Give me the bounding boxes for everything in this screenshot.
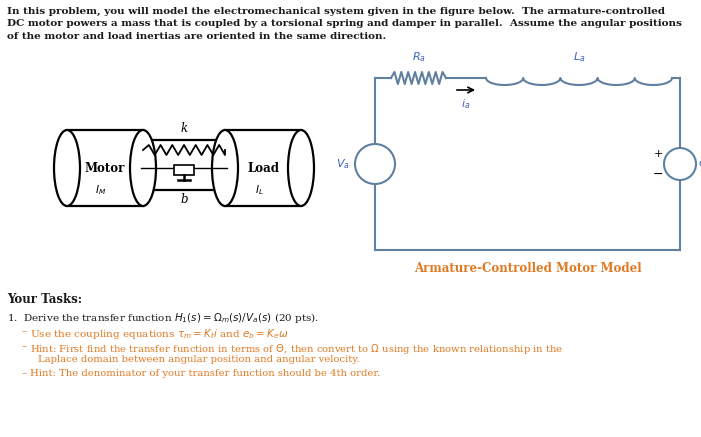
Text: In this problem, you will model the electromechanical system given in the figure: In this problem, you will model the elec… <box>7 7 665 16</box>
Circle shape <box>664 148 696 180</box>
Text: Load: Load <box>247 162 279 174</box>
Text: Laplace domain between angular position and angular velocity.: Laplace domain between angular position … <box>38 355 360 364</box>
Text: $L_a$: $L_a$ <box>573 50 585 64</box>
Text: k: k <box>180 122 188 135</box>
Text: Hint: First find the transfer function in terms of $\Theta$, then convert to $\O: Hint: First find the transfer function i… <box>30 342 564 356</box>
Ellipse shape <box>212 130 238 206</box>
Text: –: – <box>22 342 27 351</box>
Text: b: b <box>180 193 188 206</box>
Text: Armature-Controlled Motor Model: Armature-Controlled Motor Model <box>414 262 641 275</box>
Circle shape <box>355 144 395 184</box>
Text: $V_a$: $V_a$ <box>336 157 350 171</box>
Bar <box>67 130 143 206</box>
Bar <box>225 130 301 206</box>
Text: –: – <box>22 369 27 378</box>
Text: of the motor and load inertias are oriented in the same direction.: of the motor and load inertias are orien… <box>7 32 386 41</box>
Text: –: – <box>22 327 27 336</box>
Text: −: − <box>369 164 380 177</box>
Ellipse shape <box>288 130 314 206</box>
Text: Your Tasks:: Your Tasks: <box>7 293 82 306</box>
Text: +: + <box>653 149 662 159</box>
Text: +: + <box>370 153 380 163</box>
Text: Motor: Motor <box>85 162 125 174</box>
Bar <box>141 140 227 190</box>
Ellipse shape <box>54 130 80 206</box>
Ellipse shape <box>130 130 156 206</box>
Text: Hint: The denominator of your transfer function should be 4th order.: Hint: The denominator of your transfer f… <box>30 369 380 378</box>
Text: $I_M$: $I_M$ <box>95 183 107 197</box>
Text: 1.  Derive the transfer function $H_1(s) = \Omega_m(s)/V_a(s)$ (20 pts).: 1. Derive the transfer function $H_1(s) … <box>7 311 319 325</box>
Text: $i_a$: $i_a$ <box>461 97 470 111</box>
Text: Use the coupling equations $\tau_m = K_t i$ and $e_b = K_e \omega$: Use the coupling equations $\tau_m = K_t… <box>30 327 288 341</box>
Text: −: − <box>653 167 663 180</box>
Text: DC motor powers a mass that is coupled by a torsional spring and damper in paral: DC motor powers a mass that is coupled b… <box>7 20 682 28</box>
Bar <box>174 165 194 175</box>
Text: $I_L$: $I_L$ <box>254 183 264 197</box>
Text: $e_b$: $e_b$ <box>698 158 701 170</box>
Text: $R_a$: $R_a$ <box>411 50 426 64</box>
